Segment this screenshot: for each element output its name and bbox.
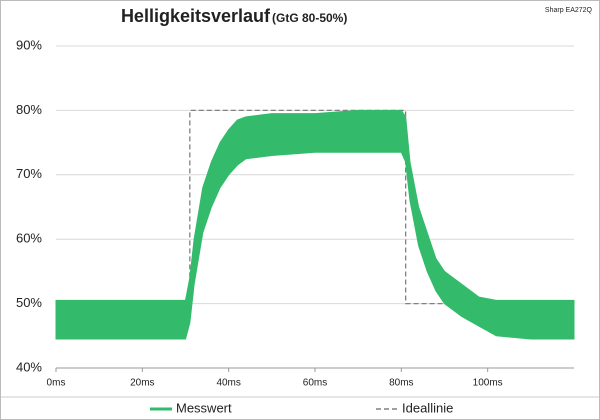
y-tick-label: 80% <box>16 102 42 117</box>
x-tick-label: 40ms <box>216 378 240 389</box>
x-tick-label: 80ms <box>389 378 413 389</box>
y-tick-label: 90% <box>16 37 42 52</box>
y-tick-label: 40% <box>16 359 42 374</box>
chart-title: Helligkeitsverlauf <box>121 6 271 26</box>
x-tick-label: 20ms <box>130 378 154 389</box>
x-tick-label: 0ms <box>47 378 66 389</box>
legend-label: Messwert <box>176 400 232 415</box>
chart-subtitle: (GtG 80-50%) <box>272 11 347 25</box>
x-tick-label: 100ms <box>473 378 503 389</box>
series-band <box>55 109 575 340</box>
x-tick-label: 60ms <box>303 378 327 389</box>
annotation: Sharp EA272Q <box>545 7 593 14</box>
y-tick-label: 70% <box>16 166 42 181</box>
y-tick-label: 60% <box>16 231 42 246</box>
y-tick-label: 50% <box>16 295 42 310</box>
series-line <box>56 109 574 305</box>
legend-label: Ideallinie <box>402 400 453 415</box>
